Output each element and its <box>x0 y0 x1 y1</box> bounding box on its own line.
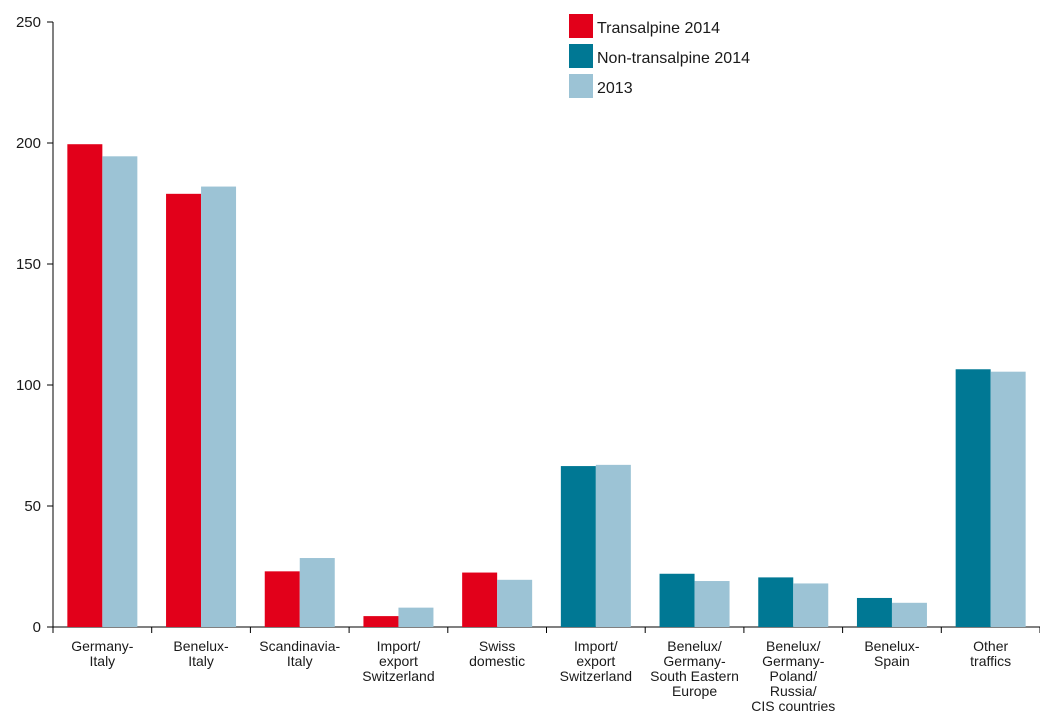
bar-transalpine-2014-0 <box>67 144 103 627</box>
category-label: Swiss domestic <box>469 638 525 669</box>
category-label: Import/export Switzerland <box>362 638 434 684</box>
category-label: Import/export Switzerland <box>560 638 632 684</box>
bar-transalpine-2014-1 <box>166 193 202 627</box>
bar-2013-3 <box>398 607 434 627</box>
category-label-line: Germany- <box>663 653 726 669</box>
category-label-line: Import/ <box>574 638 618 654</box>
category-label: Germany-Italy <box>71 638 134 669</box>
bar-2013-6 <box>694 581 730 627</box>
category-label: Other traffics <box>970 638 1011 669</box>
bar-transalpine-2014-4 <box>462 572 498 627</box>
legend: Transalpine 2014 Non-transalpine 2014 2013 <box>569 14 750 98</box>
category-label: Benelux-Spain <box>864 638 920 669</box>
bar-non-transalpine-2014-7 <box>758 577 794 627</box>
y-tick-label: 200 <box>16 135 41 152</box>
legend-swatch <box>569 44 593 68</box>
category-label-line: export <box>576 653 615 669</box>
category-label-line: Scandinavia- <box>259 638 340 654</box>
legend-label: 2013 <box>597 80 633 97</box>
bar-transalpine-2014-3 <box>363 616 399 627</box>
y-axis: 0 50 100 150 200 250 <box>16 14 54 636</box>
bar-2013-9 <box>990 371 1026 627</box>
category-label: Scandinavia-Italy <box>259 638 340 669</box>
y-tick-label: 0 <box>33 619 41 636</box>
category-label-line: domestic <box>469 653 525 669</box>
category-label-line: Switzerland <box>362 668 434 684</box>
category-label-line: Benelux/ <box>766 638 821 654</box>
bar-2013-4 <box>497 579 533 627</box>
bar-2013-1 <box>201 186 237 627</box>
category-label-line: Italy <box>287 653 313 669</box>
bars <box>67 144 1026 627</box>
category-label-line: Europe <box>672 683 717 699</box>
category-label: Benelux/Germany-South Eastern Europe <box>650 638 739 699</box>
bar-non-transalpine-2014-5 <box>560 466 596 627</box>
legend-swatch <box>569 74 593 98</box>
category-label-line: Swiss <box>479 638 516 654</box>
category-label-line: CIS countries <box>751 698 835 714</box>
bar-2013-5 <box>595 464 631 627</box>
category-label-line: Benelux- <box>864 638 920 654</box>
category-label-line: Benelux/ <box>667 638 722 654</box>
bar-non-transalpine-2014-8 <box>856 597 892 627</box>
category-label: Benelux/Germany-Poland/Russia/CIS countr… <box>751 638 835 714</box>
bar-2013-0 <box>102 156 138 627</box>
bar-non-transalpine-2014-6 <box>659 573 695 627</box>
bar-2013-2 <box>299 558 335 627</box>
category-label-line: South Eastern <box>650 668 739 684</box>
y-tick-label: 250 <box>16 14 41 31</box>
x-axis: Germany-ItalyBenelux-ItalyScandinavia-It… <box>52 626 1040 714</box>
y-tick-label: 50 <box>24 498 41 515</box>
category-label-line: Switzerland <box>560 668 632 684</box>
y-tick-label: 150 <box>16 256 41 273</box>
y-tick-label: 100 <box>16 377 41 394</box>
category-label-line: Russia/ <box>770 683 817 699</box>
category-label-line: Import/ <box>377 638 421 654</box>
legend-label: Transalpine 2014 <box>597 20 720 37</box>
bar-2013-8 <box>891 602 927 627</box>
category-label-line: Italy <box>188 653 214 669</box>
category-label-line: Germany- <box>71 638 134 654</box>
bar-2013-7 <box>793 583 829 627</box>
legend-swatch <box>569 14 593 38</box>
category-label-line: Spain <box>874 653 910 669</box>
category-label-line: traffics <box>970 653 1011 669</box>
category-label-line: Other <box>973 638 1008 654</box>
category-label-line: Germany- <box>762 653 825 669</box>
category-label: Benelux-Italy <box>173 638 229 669</box>
bar-transalpine-2014-2 <box>264 571 300 627</box>
legend-label: Non-transalpine 2014 <box>597 50 750 67</box>
category-label-line: Italy <box>90 653 116 669</box>
category-label-line: export <box>379 653 418 669</box>
category-label-line: Poland/ <box>770 668 818 684</box>
category-label-line: Benelux- <box>173 638 229 654</box>
bar-non-transalpine-2014-9 <box>955 369 991 627</box>
